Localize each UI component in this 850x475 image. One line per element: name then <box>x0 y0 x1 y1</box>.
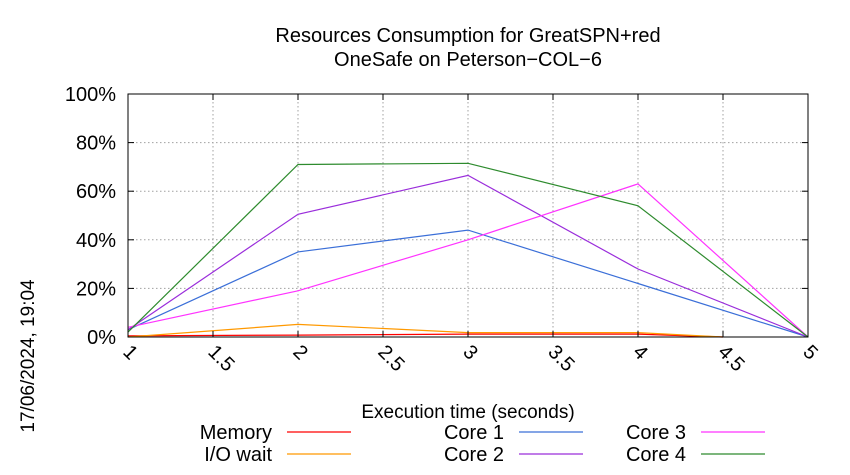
timestamp-label: 17/06/2024, 19:04 <box>18 279 39 433</box>
legend-label-memory: Memory <box>200 422 272 444</box>
chart-title: Resources Consumption for GreatSPN+red <box>275 25 660 47</box>
x-tick-label: 4.5 <box>713 341 748 376</box>
legend-label-core-2: Core 2 <box>444 444 504 466</box>
legend-label-core-1: Core 1 <box>444 422 504 444</box>
chart-subtitle: OneSafe on Peterson−COL−6 <box>334 49 602 71</box>
legend-label-core-3: Core 3 <box>626 422 686 444</box>
x-tick-label: 2.5 <box>373 341 408 376</box>
x-tick-label: 3 <box>458 341 481 364</box>
gridlines <box>128 94 808 337</box>
x-tick-label: 1 <box>118 341 141 364</box>
y-tick-label: 20% <box>76 278 116 300</box>
x-tick-label: 4 <box>628 341 651 364</box>
series-line-core-3 <box>127 183 809 338</box>
y-tick-label: 0% <box>87 327 116 349</box>
x-axis-label: Execution time (seconds) <box>361 402 574 423</box>
y-tick-label: 60% <box>76 181 116 203</box>
x-tick-label: 2 <box>288 341 311 364</box>
y-tick-label: 40% <box>76 230 116 252</box>
legend-label-core-4: Core 4 <box>626 444 686 466</box>
y-tick-label: 100% <box>65 84 116 106</box>
y-tick-label: 80% <box>76 133 116 155</box>
series-line-core-2 <box>127 174 809 338</box>
x-tick-label: 1.5 <box>203 341 238 376</box>
legend-label-i-o-wait: I/O wait <box>204 444 272 466</box>
x-tick-label: 3.5 <box>543 341 578 376</box>
series-line-core-1 <box>127 229 809 338</box>
series-line-core-4 <box>127 162 809 338</box>
y-axis: 0% 20% 40% 60% 80% 100% <box>65 84 808 349</box>
x-tick-label: 5 <box>798 341 821 364</box>
